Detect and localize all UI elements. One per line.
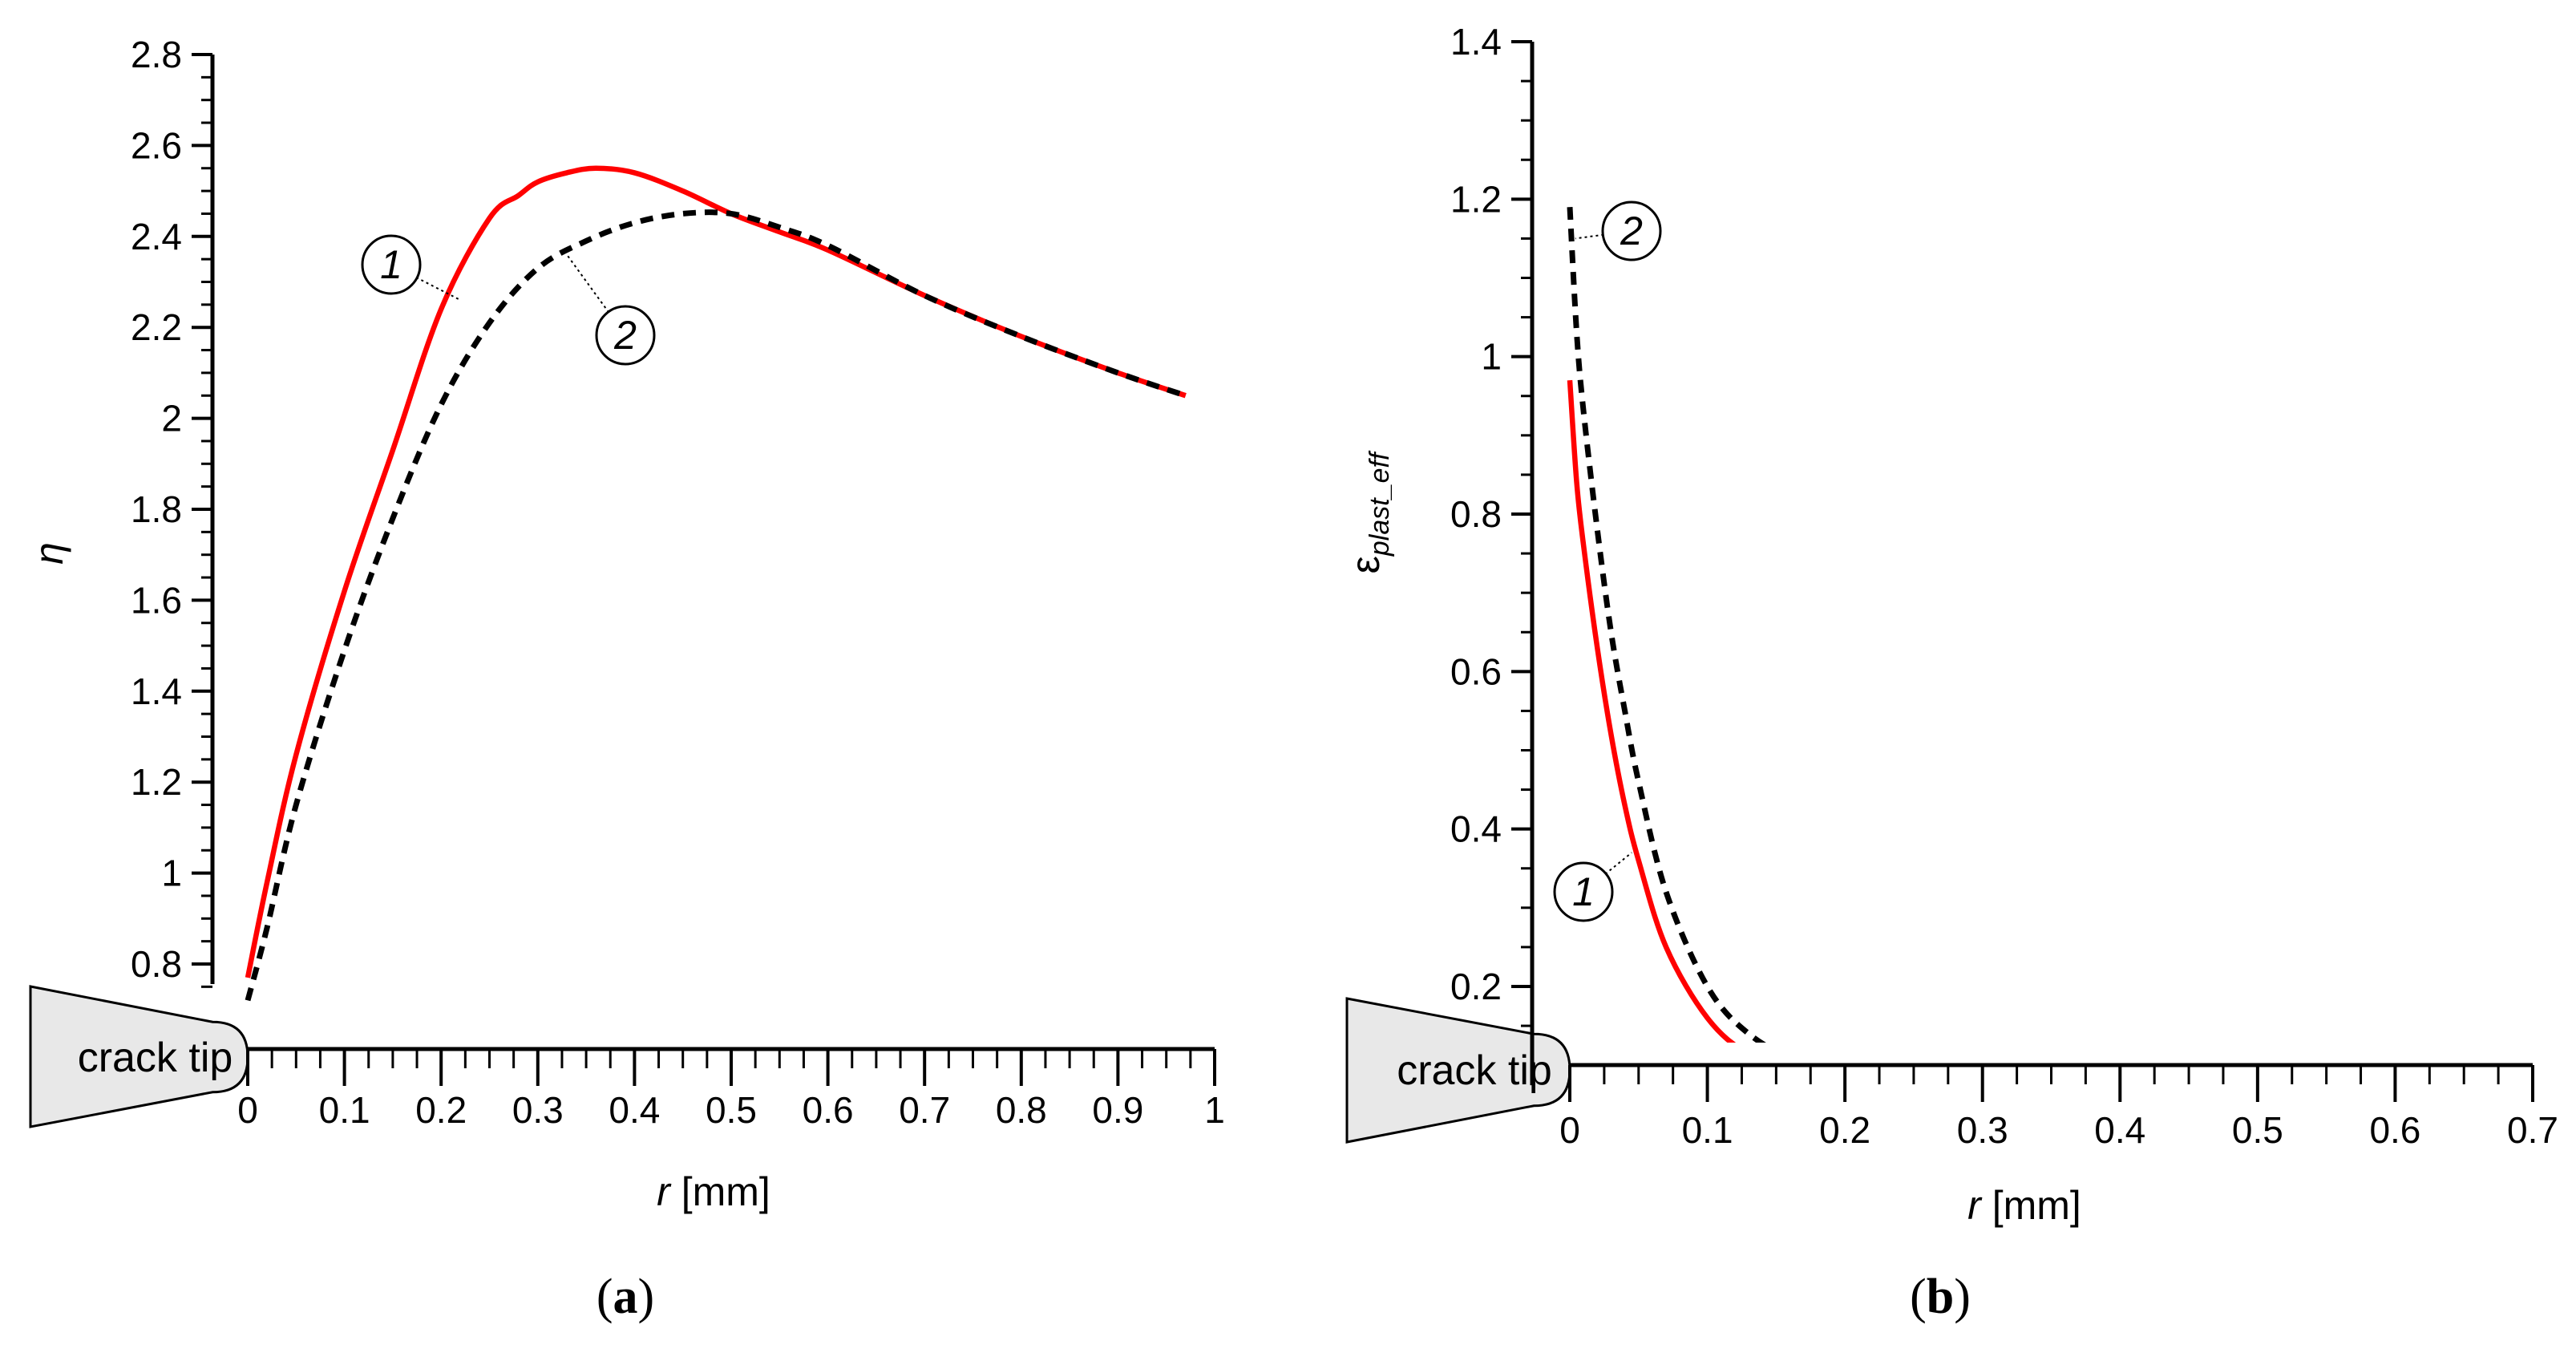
y-tick-label: 1 [1481, 336, 1502, 378]
panel-label-close: ) [1954, 1270, 1971, 1324]
series-line-2 [1567, 206, 1766, 1043]
crack-tip-label: crack tip [1397, 1047, 1552, 1094]
marker-circle-1 [361, 234, 422, 295]
x-tick-label: 0 [237, 1089, 258, 1131]
x-tick-label: 0.4 [2094, 1109, 2145, 1151]
x-axis-title-unit: [mm] [1981, 1183, 2081, 1228]
y-tick-label: 0.4 [1450, 808, 1502, 850]
series-line-1 [1567, 379, 1737, 1043]
x-tick-label: 0.8 [996, 1089, 1047, 1131]
panel-label: (b) [1910, 1270, 1971, 1324]
y-tick-label: 1.6 [131, 579, 182, 621]
y-tick-label: 2.8 [131, 34, 182, 75]
y-tick-label: 1.2 [1450, 178, 1502, 220]
y-tick-label: 1.4 [1450, 21, 1502, 63]
x-axis-title-var: r [1967, 1183, 1983, 1228]
chart-panel-a: crack tip 0.8 1 1.2 1.4 1.6 1.8 2 2.2 2.4 2.6 2.8 0 0… [26, 34, 1225, 1324]
x-tick-label: 0.1 [319, 1089, 370, 1131]
series-line-2 [245, 209, 1187, 1002]
y-tick-label: 2.2 [131, 306, 182, 348]
y-tick-label: 0.2 [1450, 966, 1502, 1007]
series-line-1 [245, 165, 1187, 978]
y-tick-label: 1.8 [131, 488, 182, 530]
x-tick-label: 0.5 [2232, 1109, 2283, 1151]
y-tick-label: 2.6 [131, 124, 182, 166]
y-tick-label: 2.4 [131, 216, 182, 257]
x-axis-title: r [mm] [1967, 1183, 2081, 1228]
x-tick-label: 0.2 [415, 1089, 467, 1131]
x-axis-title-unit: [mm] [670, 1169, 770, 1214]
y-tick-label: 2 [161, 398, 182, 439]
panel-label-letter: a [613, 1270, 638, 1324]
x-tick-label: 0.1 [1682, 1109, 1733, 1151]
panel-label-open: ( [596, 1270, 613, 1324]
panel-label-open: ( [1910, 1270, 1927, 1324]
x-tick-label: 0.6 [2369, 1109, 2420, 1151]
y-axis-title-main: ε [1343, 556, 1388, 573]
y-tick-label: 0.8 [131, 943, 182, 985]
marker-label-1: 1 [1572, 869, 1595, 914]
marker-label-2: 2 [1620, 209, 1643, 253]
x-tick-label: 0.6 [803, 1089, 854, 1131]
y-axis-title: εplast_eff [1343, 450, 1395, 573]
x-tick-label: 0.4 [609, 1089, 660, 1131]
marker-circle-2 [1601, 201, 1662, 261]
panel-label-close: ) [638, 1270, 655, 1324]
series-group [1567, 206, 1766, 1043]
x-axis-title: r [mm] [657, 1169, 770, 1214]
x-tick-label: 0.9 [1092, 1089, 1143, 1131]
x-tick-label: 0.2 [1819, 1109, 1870, 1151]
x-tick-label: 0.7 [899, 1089, 950, 1131]
marker-label-1: 1 [380, 242, 402, 287]
crack-tip-label: crack tip [78, 1035, 233, 1081]
x-tick-label: 0.5 [706, 1089, 757, 1131]
y-axis-title-sub: plast_eff [1365, 450, 1395, 557]
marker-circle-1 [1553, 861, 1614, 922]
x-tick-label: 0.3 [1957, 1109, 2008, 1151]
chart-panel-b: crack tip 0.2 0.4 0.6 0.8 1 1.2 1.4 0 0.1 0.2 0.3 0.… [1343, 21, 2558, 1324]
marker-circle-2 [595, 305, 656, 366]
y-tick-label: 1.4 [131, 670, 182, 712]
x-tick-label: 0.7 [2507, 1109, 2558, 1151]
marker-label-2: 2 [613, 313, 637, 358]
x-tick-label: 0 [1559, 1109, 1580, 1151]
panel-label-letter: b [1927, 1270, 1954, 1324]
y-axis-title: η [26, 542, 71, 565]
y-tick-label: 1 [161, 853, 182, 894]
series-group [245, 165, 1187, 1002]
y-tick-label: 0.8 [1450, 493, 1502, 535]
x-tick-label: 0.3 [512, 1089, 564, 1131]
x-axis-title-var: r [657, 1169, 672, 1214]
marker-leader-1 [1583, 852, 1632, 893]
x-tick-label: 1 [1204, 1089, 1225, 1131]
y-tick-label: 0.6 [1450, 650, 1502, 692]
y-tick-label: 1.2 [131, 761, 182, 803]
panel-label: (a) [596, 1270, 654, 1324]
